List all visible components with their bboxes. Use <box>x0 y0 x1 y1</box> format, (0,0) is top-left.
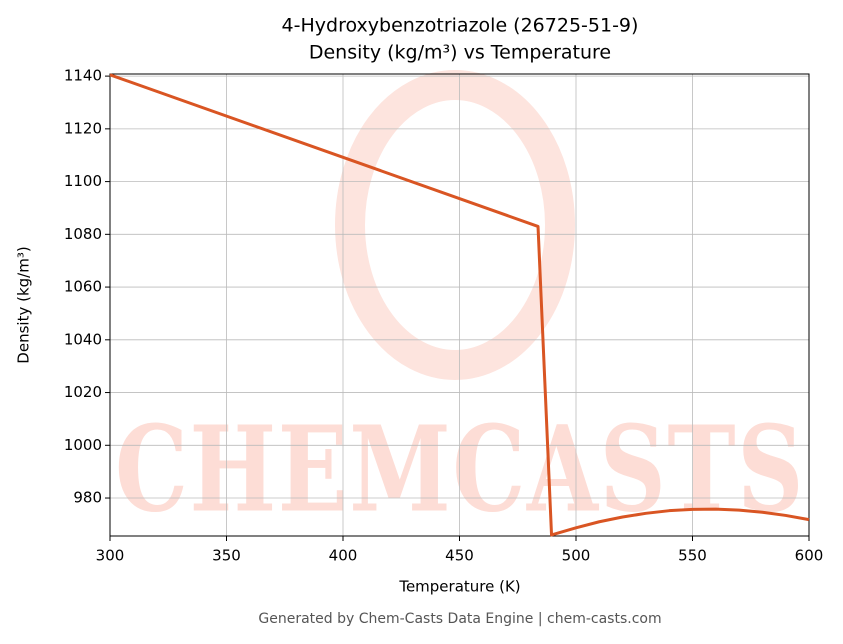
y-tick-label: 1080 <box>64 225 102 243</box>
footer: Generated by Chem-Casts Data Engine | ch… <box>258 611 661 627</box>
y-tick-label: 1000 <box>64 436 102 454</box>
plot-frame <box>109 73 810 537</box>
x-tick-label: 450 <box>445 547 474 565</box>
chart-title: 4-Hydroxybenzotriazole (26725-51-9) <box>282 15 639 37</box>
x-tick-label: 500 <box>562 547 591 565</box>
data-line <box>109 73 810 537</box>
y-tick-label: 1100 <box>64 172 102 190</box>
y-tick-label: 1060 <box>64 278 102 296</box>
chart-subtitle: Density (kg/m³) vs Temperature <box>309 42 611 64</box>
x-tick-label: 300 <box>96 547 125 565</box>
y-tick-label: 1040 <box>64 330 102 348</box>
y-axis-label: Density (kg/m³) <box>15 246 33 363</box>
y-tick-label: 1020 <box>64 383 102 401</box>
x-tick-label: 400 <box>329 547 358 565</box>
watermark-group: CHEMCASTS <box>115 70 805 539</box>
x-tick-label: 550 <box>678 547 707 565</box>
y-tick-label: 980 <box>73 489 102 507</box>
y-tick-label: 1140 <box>64 67 102 85</box>
x-axis-label: Temperature (K) <box>398 578 520 596</box>
x-tick-label: 600 <box>795 547 824 565</box>
y-tick-label: 1120 <box>64 119 102 137</box>
watermark-logo <box>335 70 575 380</box>
watermark: CHEMCASTS <box>115 400 805 539</box>
x-tick-label: 350 <box>212 547 241 565</box>
